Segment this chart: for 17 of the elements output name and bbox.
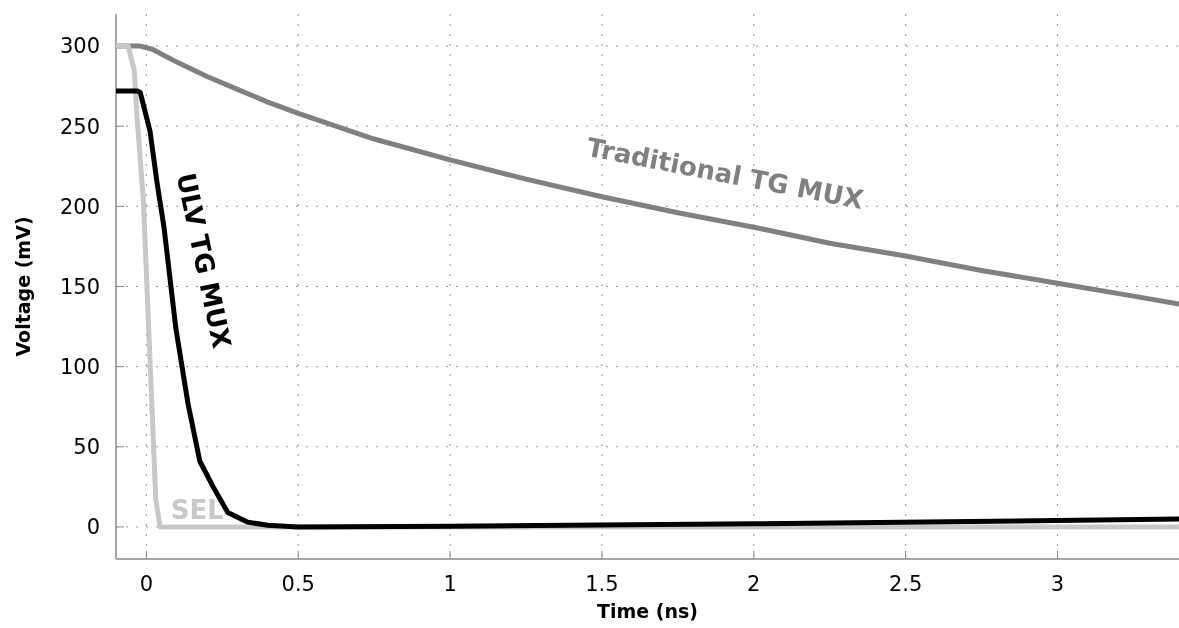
x-axis-title: Time (ns) (597, 600, 698, 622)
x-tick-label: 3 (1050, 572, 1065, 596)
y-tick-label: 100 (59, 355, 100, 379)
text: ULV TG MUX (170, 170, 237, 351)
x-tick-label: 2.5 (888, 572, 923, 596)
x-tick-label: 0 (139, 572, 154, 596)
x-tick-label: 1 (443, 572, 457, 596)
y-tick-label: 150 (59, 274, 100, 299)
y-axis-title: Voltage (mV) (12, 216, 34, 357)
x-tick-label: 2 (747, 572, 761, 596)
x-tick-label: 1.5 (585, 572, 619, 596)
y-tick-label: 50 (73, 435, 100, 460)
y-tick-label: 200 (59, 194, 100, 219)
y-tick-label: 0 (86, 515, 100, 540)
x-tick-label: 0.5 (281, 572, 315, 596)
y-tick-label: 300 (59, 34, 100, 59)
y-tick-label: 250 (59, 114, 100, 139)
